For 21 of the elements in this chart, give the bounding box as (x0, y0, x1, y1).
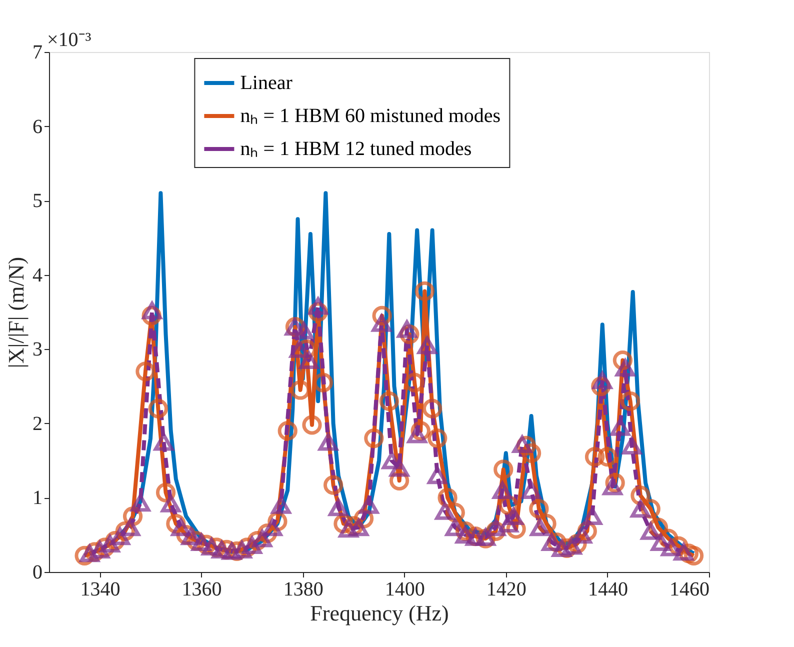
y-tick-label: 0 (32, 562, 42, 584)
legend-label: Linear (240, 72, 293, 94)
x-tick-label: 1440 (588, 578, 628, 600)
legend-label: nₕ = 1 HBM 60 mistuned modes (240, 105, 501, 127)
y-tick-label: 6 (32, 116, 42, 138)
y-axis-title: |X|/|F| (m/N) (4, 256, 28, 368)
y-tick-label: 7 (32, 42, 42, 64)
y-tick-label: 1 (32, 487, 42, 510)
x-tick-label: 1380 (283, 578, 324, 600)
y-tick-label: 5 (32, 190, 42, 212)
x-tick-label: 1420 (486, 578, 526, 600)
y-tick-label: 4 (32, 264, 42, 286)
y-tick-label: 3 (32, 338, 42, 361)
x-tick-label: 1340 (80, 578, 120, 600)
x-tick-label: 1460 (670, 578, 710, 600)
legend-label: nₕ = 1 HBM 12 tuned modes (240, 138, 472, 160)
x-tick-label: 1400 (384, 578, 425, 600)
text: ×10⁻³ (47, 29, 92, 51)
x-tick-label: 1360 (182, 578, 222, 600)
y-tick-label: 2 (32, 412, 42, 435)
x-axis-title: Frequency (Hz) (310, 600, 449, 626)
